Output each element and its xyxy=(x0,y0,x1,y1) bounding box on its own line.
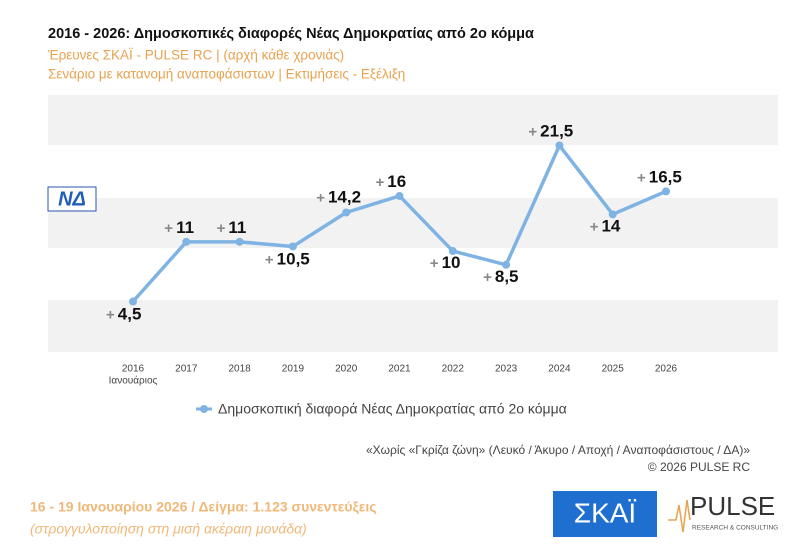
footer: (στρογγυλοποίηση στη μισή ακέραιη μονάδα… xyxy=(30,521,307,537)
marker xyxy=(502,260,511,269)
pulse-sub: RESEARCH & CONSULTING xyxy=(692,525,778,532)
pulse-wave xyxy=(668,499,691,533)
value-prefix: + xyxy=(637,169,646,186)
value-prefix: + xyxy=(590,218,599,235)
value-number: 11 xyxy=(176,218,194,237)
value-number: 16 xyxy=(387,172,406,191)
party-logo-box xyxy=(47,186,97,212)
x-tick-note: Ιανουάριος xyxy=(109,375,158,387)
marker xyxy=(342,208,351,217)
party-logo: ΝΔ xyxy=(58,188,86,210)
pulse-logo: PULSE xyxy=(690,491,775,521)
skai-logo: ΣΚΑΪ xyxy=(574,497,637,528)
value-number: 16,5 xyxy=(649,168,682,187)
value-prefix: + xyxy=(528,123,537,140)
value-label: +14,2 xyxy=(316,188,361,207)
value-label: +16,5 xyxy=(637,168,682,187)
value-label: +4,5 xyxy=(106,305,141,324)
marker xyxy=(182,237,191,246)
value-number: 14,2 xyxy=(328,188,361,207)
marker xyxy=(129,297,137,306)
subtitle: Σενάριο με κατανομή αναποφάσιστων | Εκτι… xyxy=(48,67,405,82)
value-label: +8,5 xyxy=(483,267,518,286)
value-number: 21,5 xyxy=(540,122,573,141)
marker xyxy=(395,191,404,200)
x-tick-label: 2026 xyxy=(655,364,678,375)
value-number: 8,5 xyxy=(495,267,519,286)
value-prefix: + xyxy=(483,269,492,286)
x-tick-label: 2023 xyxy=(495,364,518,375)
x-tick-label: 2020 xyxy=(335,364,358,375)
value-label: +21,5 xyxy=(528,122,573,141)
value-label: +11 xyxy=(164,218,194,237)
legend-label: Δημοσκοπική διαφορά Νέας Δημοκρατίας από… xyxy=(218,401,567,417)
note: «Χωρίς «Γκρίζα ζώνη» (Λευκό / Άκυρο / Απ… xyxy=(366,443,750,457)
legend-marker xyxy=(200,405,208,413)
marker xyxy=(662,187,670,196)
value-prefix: + xyxy=(265,251,274,268)
footer: 16 - 19 Ιανουαρίου 2026 / Δείγμα: 1.123 … xyxy=(30,499,377,515)
x-tick-label: 2019 xyxy=(282,364,305,375)
value-number: 11 xyxy=(228,218,246,237)
value-number: 14 xyxy=(601,217,620,236)
value-number: 4,5 xyxy=(118,305,142,324)
band xyxy=(48,95,778,145)
plot: 2016 2017 2018 2019 2020 2021 2022 2023 2024 2025… xyxy=(106,122,682,387)
marker xyxy=(555,141,564,150)
value-prefix: + xyxy=(106,306,115,323)
value-prefix: + xyxy=(430,255,439,272)
value-label: +16 xyxy=(376,172,407,191)
marker xyxy=(448,247,457,256)
x-tick-label: 2025 xyxy=(602,364,625,375)
value-number: 10,5 xyxy=(277,250,310,269)
x-tick-label: 2024 xyxy=(548,364,571,375)
skai-logo-box xyxy=(553,491,657,537)
band xyxy=(48,300,778,352)
x-tick-label: 2016 xyxy=(122,364,145,375)
marker xyxy=(235,237,244,246)
note: © 2026 PULSE RC xyxy=(648,460,751,474)
x-tick-label: 2018 xyxy=(228,364,251,375)
x-tick-label: 2021 xyxy=(388,364,411,375)
value-number: 10 xyxy=(442,254,461,273)
value-prefix: + xyxy=(316,189,325,206)
value-label: +10 xyxy=(430,254,461,273)
subtitle: Έρευνες ΣΚΑΪ - PULSE RC | (αρχή κάθε χρο… xyxy=(47,48,344,63)
value-prefix: + xyxy=(217,220,226,237)
band xyxy=(48,198,778,248)
x-tick-label: 2017 xyxy=(175,364,198,375)
value-label: +10,5 xyxy=(265,250,310,269)
value-prefix: + xyxy=(376,174,385,191)
value-label: +11 xyxy=(217,218,247,237)
x-tick-label: 2022 xyxy=(442,364,465,375)
value-label: +14 xyxy=(590,217,621,236)
value-prefix: + xyxy=(164,220,173,237)
chart-title: 2016 - 2026: Δημοσκοπικές διαφορές Νέας … xyxy=(48,26,534,42)
marker xyxy=(288,242,297,251)
marker xyxy=(608,210,617,219)
